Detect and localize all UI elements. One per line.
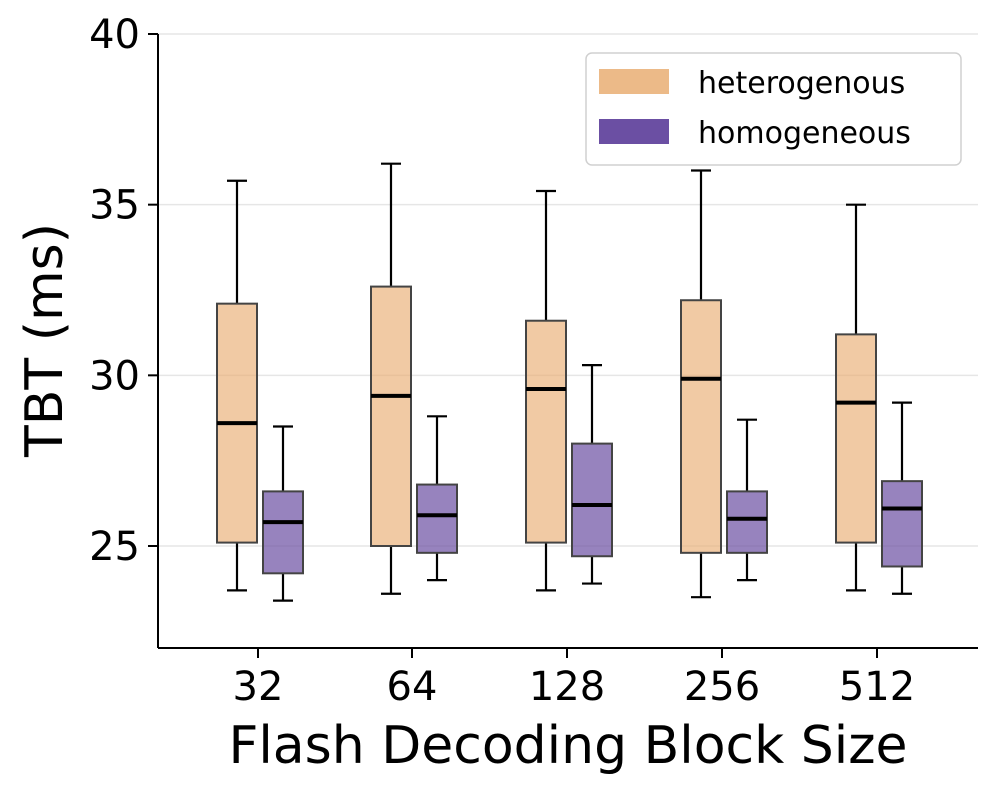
box-iqr bbox=[262, 490, 304, 575]
legend-swatch-homogeneous bbox=[599, 119, 669, 144]
box-iqr bbox=[881, 480, 923, 568]
box-iqr bbox=[680, 299, 722, 554]
y-tick-label-30: 30 bbox=[89, 353, 140, 399]
box-iqr bbox=[416, 483, 458, 554]
box-homogeneous-64 bbox=[416, 415, 458, 582]
x-tick-label-128: 128 bbox=[529, 664, 605, 710]
y-tick-label-40: 40 bbox=[89, 12, 140, 58]
tick-labels: 25 30 35 40 32 64 128 256 512 bbox=[89, 12, 915, 710]
box-homogeneous-256 bbox=[726, 418, 768, 582]
box-homogeneous-128 bbox=[571, 363, 613, 585]
box-series bbox=[216, 162, 923, 602]
box-homogeneous-32 bbox=[262, 425, 304, 602]
box-heterogenous-128 bbox=[525, 189, 567, 592]
legend-label-heterogenous: heterogenous bbox=[698, 66, 905, 101]
x-tick-label-32: 32 bbox=[233, 664, 284, 710]
box-heterogenous-256 bbox=[680, 169, 722, 599]
box-heterogenous-512 bbox=[835, 203, 877, 592]
legend-swatch-heterogenous bbox=[599, 69, 669, 94]
y-tick-label-35: 35 bbox=[89, 183, 140, 229]
x-tick-label-64: 64 bbox=[387, 664, 438, 710]
x-tick-label-512: 512 bbox=[839, 664, 915, 710]
box-iqr bbox=[726, 490, 768, 554]
box-iqr bbox=[835, 333, 877, 544]
box-homogeneous-512 bbox=[881, 401, 923, 595]
x-axis-label: Flash Decoding Block Size bbox=[228, 716, 907, 776]
legend: heterogenous homogeneous bbox=[585, 52, 962, 166]
box-heterogenous-64 bbox=[370, 162, 412, 595]
legend-label-homogeneous: homogeneous bbox=[698, 116, 911, 151]
box-heterogenous-32 bbox=[216, 179, 258, 592]
y-tick-label-25: 25 bbox=[89, 524, 140, 570]
box-iqr bbox=[525, 319, 567, 544]
legend-frame bbox=[585, 52, 962, 166]
x-tick-label-256: 256 bbox=[684, 664, 760, 710]
box-iqr bbox=[370, 285, 412, 547]
y-axis-label: TBT (ms) bbox=[15, 223, 75, 458]
box-iqr bbox=[571, 442, 613, 558]
